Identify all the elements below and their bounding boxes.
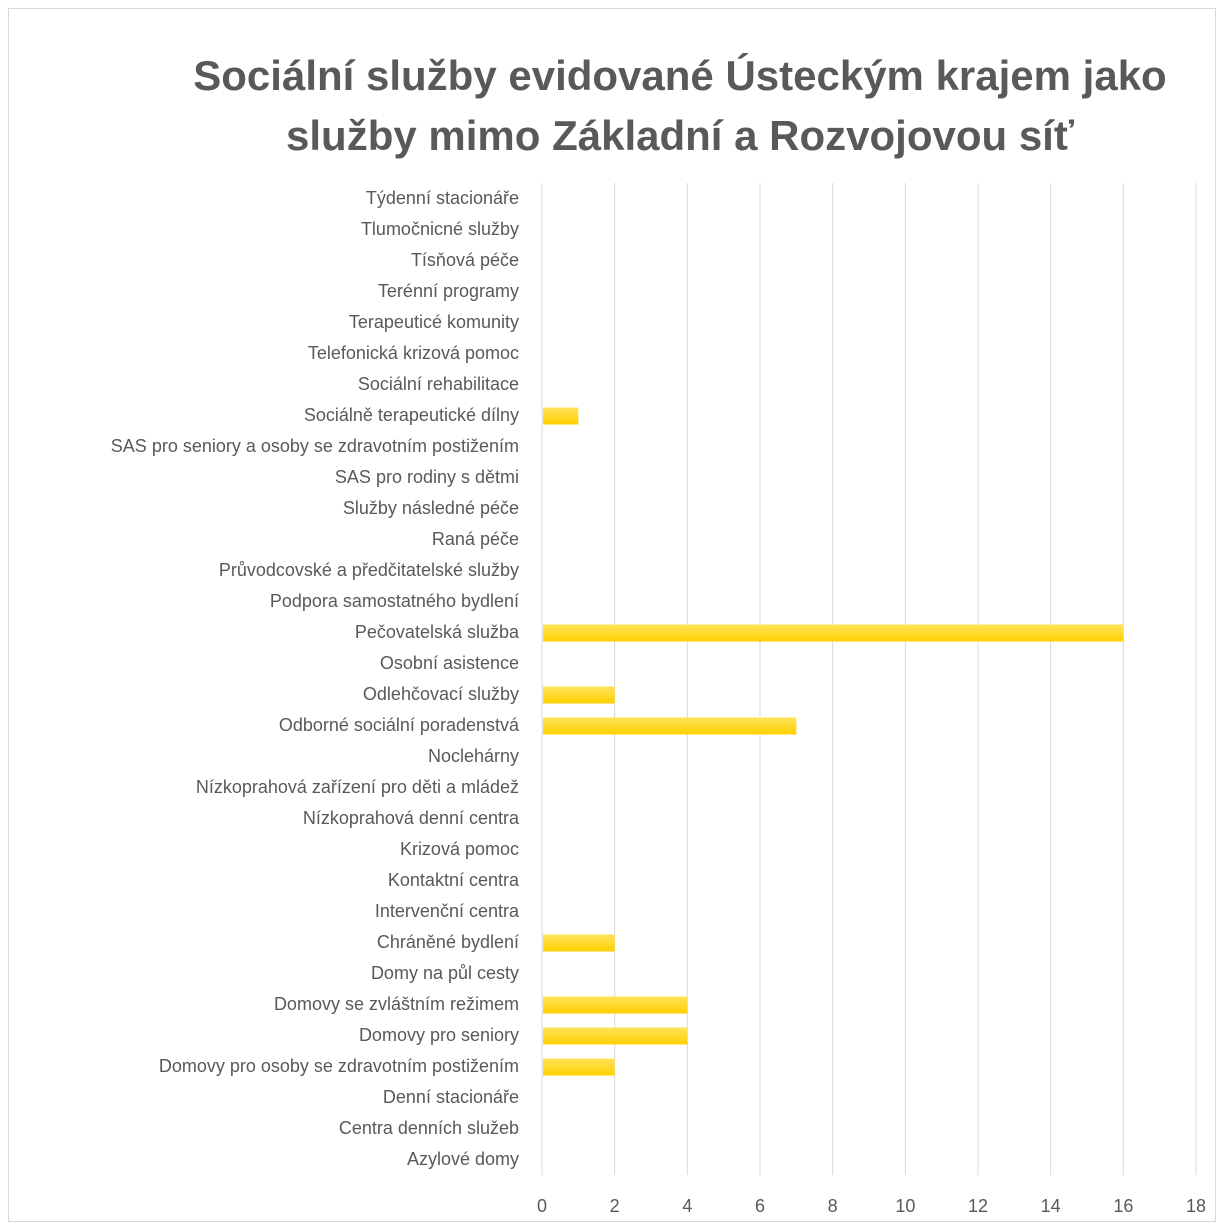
category-label: Chráněné bydlení [377, 932, 519, 952]
chart-frame [8, 8, 1216, 1222]
x-tick-label: 6 [755, 1196, 765, 1216]
bar [543, 624, 1124, 642]
bar [543, 1058, 615, 1076]
x-tick-label: 0 [537, 1196, 547, 1216]
x-tick-labels: 0 2 4 6 8 10 12 14 16 18 [537, 1196, 1206, 1216]
category-label: Noclehárny [428, 746, 519, 766]
chart-title-line-1: Sociální služby evidované Ústeckým kraje… [193, 52, 1167, 99]
chart-title-line-2: služby mimo Základní a Rozvojovou síť [286, 112, 1074, 159]
x-tick-label: 18 [1186, 1196, 1206, 1216]
category-label: Domovy se zvláštním režimem [274, 994, 519, 1014]
x-tick-label: 4 [682, 1196, 692, 1216]
category-label: Tlumočnicné služby [361, 219, 519, 239]
category-label: Služby následné péče [343, 498, 519, 518]
category-label: Raná péče [432, 529, 519, 549]
x-tick-label: 2 [610, 1196, 620, 1216]
bar [543, 934, 615, 952]
category-label: Terapeuticé komunity [349, 312, 519, 332]
x-tick-label: 12 [968, 1196, 988, 1216]
bar [543, 407, 579, 425]
category-label: Domovy pro seniory [359, 1025, 519, 1045]
category-label: Intervenční centra [375, 901, 520, 921]
x-tick-label: 16 [1113, 1196, 1133, 1216]
category-label: Domovy pro osoby se zdravotním postižení… [159, 1056, 519, 1076]
category-label: Týdenní stacionáře [366, 188, 519, 208]
category-label: Průvodcovské a předčitatelské služby [219, 560, 519, 580]
category-label: Odlehčovací služby [363, 684, 519, 704]
category-label: Podpora samostatného bydlení [270, 591, 519, 611]
category-label: Sociální rehabilitace [358, 374, 519, 394]
bar [543, 717, 797, 735]
category-label: Telefonická krizová pomoc [308, 343, 519, 363]
category-label: Terénní programy [378, 281, 519, 301]
chart-title: Sociální služby evidované Ústeckým kraje… [0, 46, 1225, 166]
bars [543, 407, 1124, 1076]
category-labels: Týdenní stacionáře Tlumočnicné služby Tísň… [111, 188, 520, 1169]
gridlines [541, 183, 1197, 1175]
bar [543, 996, 688, 1014]
category-label: Azylové domy [407, 1149, 519, 1169]
category-label: Nízkoprahová zařízení pro děti a mládež [196, 777, 519, 797]
category-label: Tísňová péče [411, 250, 519, 270]
category-label: Domy na půl cesty [371, 963, 519, 983]
category-label: Kontaktní centra [388, 870, 520, 890]
category-label: Sociálně terapeutické dílny [304, 405, 519, 425]
category-label: Osobní asistence [380, 653, 519, 673]
category-label: Pečovatelská služba [355, 622, 520, 642]
category-label: Odborné sociální poradenstvá [279, 715, 520, 735]
category-label: Centra denních služeb [339, 1118, 519, 1138]
category-label: Nízkoprahová denní centra [303, 808, 520, 828]
bar [543, 686, 615, 704]
category-label: SAS pro seniory a osoby se zdravotním po… [111, 436, 519, 456]
bar [543, 1027, 688, 1045]
x-tick-label: 10 [895, 1196, 915, 1216]
category-label: SAS pro rodiny s dětmi [335, 467, 519, 487]
x-tick-label: 8 [828, 1196, 838, 1216]
category-label: Krizová pomoc [400, 839, 519, 859]
category-label: Denní stacionáře [383, 1087, 519, 1107]
x-tick-label: 14 [1041, 1196, 1061, 1216]
